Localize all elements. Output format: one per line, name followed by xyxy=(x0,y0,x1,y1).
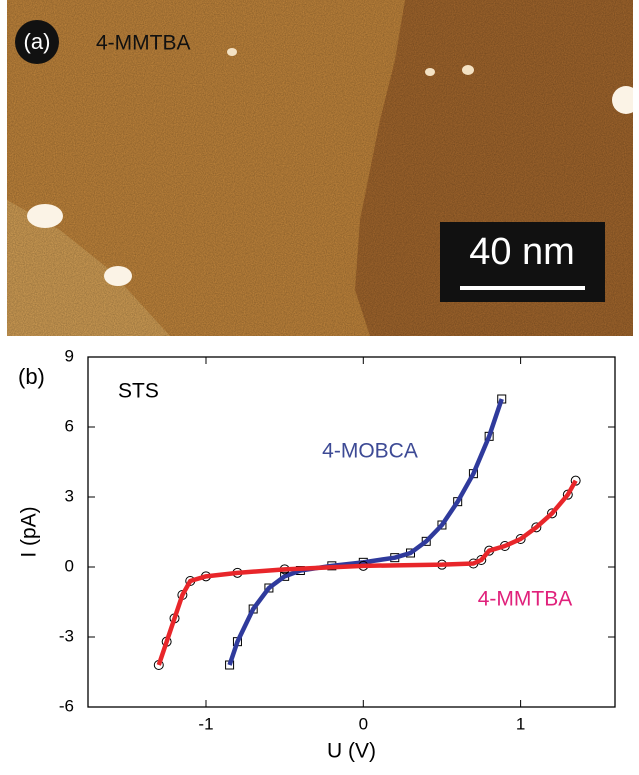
y-tick-label: 6 xyxy=(65,416,74,435)
series-label: 4-MMTBA xyxy=(478,588,573,611)
y-tick-label: 3 xyxy=(65,486,74,505)
annotation: STS xyxy=(118,380,159,403)
fit-line xyxy=(159,481,576,665)
y-tick-label: 9 xyxy=(65,346,74,365)
y-tick-label: -6 xyxy=(59,696,74,715)
panel-label: (b) xyxy=(18,364,45,389)
y-tick-label: 0 xyxy=(65,556,74,575)
scale-bar-label: 40 nm xyxy=(469,231,575,273)
panel-label: (a) xyxy=(24,29,51,54)
y-axis-label: I (pA) xyxy=(18,506,41,557)
stm-image: (a) 4-MMTBA 40 nm xyxy=(7,0,639,336)
x-tick-label: -1 xyxy=(198,714,213,733)
series-label: 4-MOBCA xyxy=(322,440,418,463)
x-tick-label: 0 xyxy=(359,714,368,733)
image-title: 4-MMTBA xyxy=(96,32,191,55)
x-axis-label: U (V) xyxy=(327,740,376,763)
page: (a) 4-MMTBA 40 nm -6 -3 0 3 6 9 -1 0 1 U (V) I (pA… xyxy=(0,0,639,770)
y-tick-label: -3 xyxy=(59,626,74,645)
x-tick-label: 1 xyxy=(516,714,525,733)
figure: (a) 4-MMTBA 40 nm -6 -3 0 3 6 9 -1 0 1 U (V) I (pA… xyxy=(0,0,639,770)
